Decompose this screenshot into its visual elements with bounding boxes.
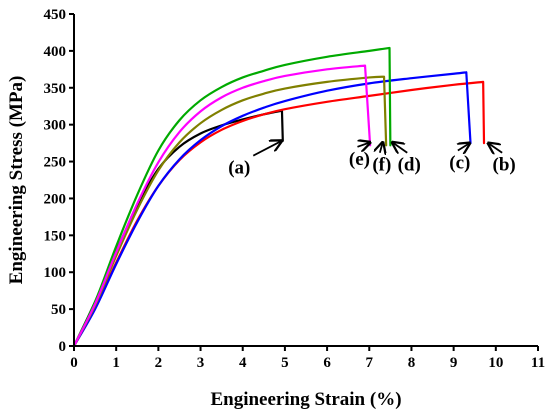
axes	[73, 14, 538, 347]
annotation-arrow	[392, 142, 408, 152]
y-axis-title: Engineering Stress (MPa)	[6, 76, 27, 285]
annotation-label: (a)	[228, 158, 250, 179]
x-tick-label: 9	[450, 355, 458, 371]
x-tick-label: 10	[488, 355, 503, 371]
ticks: 0 1 2 3 4 5 6 7 8 9 10 11 0 50 100 150 200 250 300 350 400 45…	[44, 7, 546, 371]
y-tick-label: 150	[44, 228, 67, 244]
series-line-3	[72, 46, 392, 348]
series-line-5	[72, 64, 372, 348]
y-tick-label: 450	[44, 7, 67, 23]
y-tick-label: 300	[44, 118, 67, 134]
x-tick-label: 0	[70, 355, 78, 371]
x-axis-title: Engineering Strain (%)	[210, 389, 401, 410]
annotation-layer: (a) (e) (f) (d) (c) (b)	[228, 141, 516, 179]
annotation-label: (d)	[398, 155, 421, 176]
series-line-2	[72, 71, 472, 348]
x-tick-label: 8	[408, 355, 416, 371]
annotation-label: (e)	[349, 149, 370, 170]
annotation-label: (b)	[493, 155, 516, 176]
y-tick-label: 350	[44, 81, 67, 97]
x-tick-label: 6	[323, 355, 331, 371]
annotation-arrow	[488, 143, 503, 153]
annotation-label: (f)	[372, 155, 391, 176]
y-tick-label: 250	[44, 155, 67, 171]
series-layer	[72, 46, 486, 348]
x-tick-label: 11	[531, 355, 545, 371]
x-tick-label: 2	[155, 355, 163, 371]
annotation-label: (c)	[449, 152, 470, 173]
annotation-arrow	[458, 143, 470, 150]
y-tick-label: 200	[44, 191, 67, 207]
x-tick-label: 7	[366, 355, 374, 371]
x-tick-label: 4	[239, 355, 247, 371]
y-tick-label: 50	[51, 302, 66, 318]
annotation-arrow	[357, 142, 370, 146]
x-tick-label: 1	[112, 355, 120, 371]
y-tick-label: 100	[44, 265, 67, 281]
x-tick-label: 5	[281, 355, 289, 371]
x-tick-label: 3	[197, 355, 205, 371]
series-line-4	[72, 75, 388, 348]
annotation-arrow	[380, 142, 383, 152]
y-tick-label: 400	[44, 44, 67, 60]
annotation-arrow	[252, 141, 281, 157]
y-tick-label: 0	[59, 339, 67, 355]
series-line-0	[72, 109, 284, 348]
